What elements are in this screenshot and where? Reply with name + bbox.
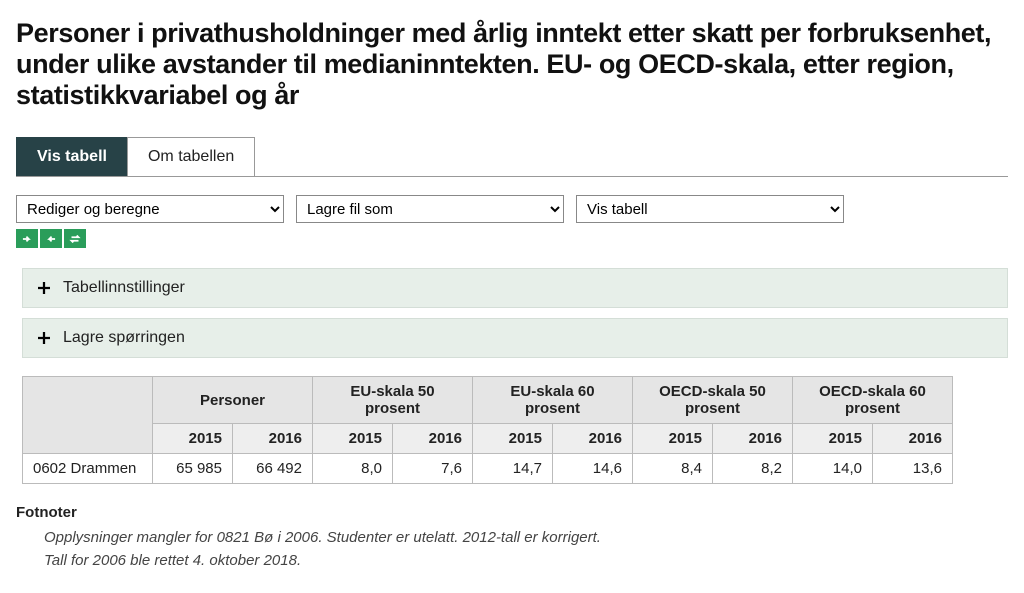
dropdown-rediger[interactable]: Rediger og beregne bbox=[16, 195, 284, 223]
dropdown-lagre-fil[interactable]: Lagre fil som bbox=[296, 195, 564, 223]
footnote-line: Tall for 2006 ble rettet 4. oktober 2018… bbox=[16, 552, 1008, 569]
column-group-header: Personer bbox=[153, 377, 313, 424]
dropdown-vis-tabell[interactable]: Vis tabell bbox=[576, 195, 844, 223]
year-header: 2016 bbox=[873, 424, 953, 454]
collapse-label: Lagre spørringen bbox=[63, 329, 185, 347]
swap-icon[interactable] bbox=[64, 229, 86, 248]
footnote-line: Opplysninger mangler for 0821 Bø i 2006.… bbox=[16, 529, 1008, 546]
row-label: 0602 Drammen bbox=[23, 454, 153, 484]
data-cell: 14,6 bbox=[553, 454, 633, 484]
collapse-tabellinnstillinger[interactable]: Tabellinnstillinger bbox=[22, 268, 1008, 308]
data-table: PersonerEU-skala 50 prosentEU-skala 60 p… bbox=[22, 376, 1008, 484]
year-header: 2016 bbox=[713, 424, 793, 454]
collapse-lagre-sporringen[interactable]: Lagre spørringen bbox=[22, 318, 1008, 358]
table-row: 0602 Drammen65 98566 4928,07,614,714,68,… bbox=[23, 454, 953, 484]
data-cell: 7,6 bbox=[393, 454, 473, 484]
data-cell: 8,4 bbox=[633, 454, 713, 484]
data-cell: 8,2 bbox=[713, 454, 793, 484]
collapse-label: Tabellinnstillinger bbox=[63, 279, 185, 297]
year-header: 2015 bbox=[313, 424, 393, 454]
tab-vis-tabell[interactable]: Vis tabell bbox=[16, 137, 128, 176]
year-header: 2015 bbox=[793, 424, 873, 454]
page-title: Personer i privathusholdninger med årlig… bbox=[16, 18, 1008, 111]
plus-icon bbox=[35, 329, 53, 347]
column-group-header: OECD-skala 50 prosent bbox=[633, 377, 793, 424]
column-group-header: EU-skala 60 prosent bbox=[473, 377, 633, 424]
tab-strip: Vis tabell Om tabellen bbox=[16, 137, 1008, 177]
data-cell: 65 985 bbox=[153, 454, 233, 484]
icon-row bbox=[16, 229, 1008, 248]
data-cell: 8,0 bbox=[313, 454, 393, 484]
rotate-ccw-icon[interactable] bbox=[40, 229, 62, 248]
year-header: 2015 bbox=[473, 424, 553, 454]
year-header: 2015 bbox=[153, 424, 233, 454]
data-cell: 13,6 bbox=[873, 454, 953, 484]
column-group-header: EU-skala 50 prosent bbox=[313, 377, 473, 424]
data-cell: 14,0 bbox=[793, 454, 873, 484]
year-header: 2016 bbox=[553, 424, 633, 454]
tab-om-tabellen[interactable]: Om tabellen bbox=[127, 137, 255, 176]
data-cell: 66 492 bbox=[233, 454, 313, 484]
year-header: 2016 bbox=[393, 424, 473, 454]
collapsible-group: Tabellinnstillinger Lagre spørringen bbox=[22, 268, 1008, 358]
plus-icon bbox=[35, 279, 53, 297]
rotate-cw-icon[interactable] bbox=[16, 229, 38, 248]
toolbar: Rediger og beregne Lagre fil som Vis tab… bbox=[16, 195, 1008, 223]
year-header: 2015 bbox=[633, 424, 713, 454]
table-corner bbox=[23, 377, 153, 454]
footnotes: Fotnoter Opplysninger mangler for 0821 B… bbox=[16, 504, 1008, 569]
column-group-header: OECD-skala 60 prosent bbox=[793, 377, 953, 424]
footnotes-title: Fotnoter bbox=[16, 504, 1008, 521]
year-header: 2016 bbox=[233, 424, 313, 454]
data-cell: 14,7 bbox=[473, 454, 553, 484]
